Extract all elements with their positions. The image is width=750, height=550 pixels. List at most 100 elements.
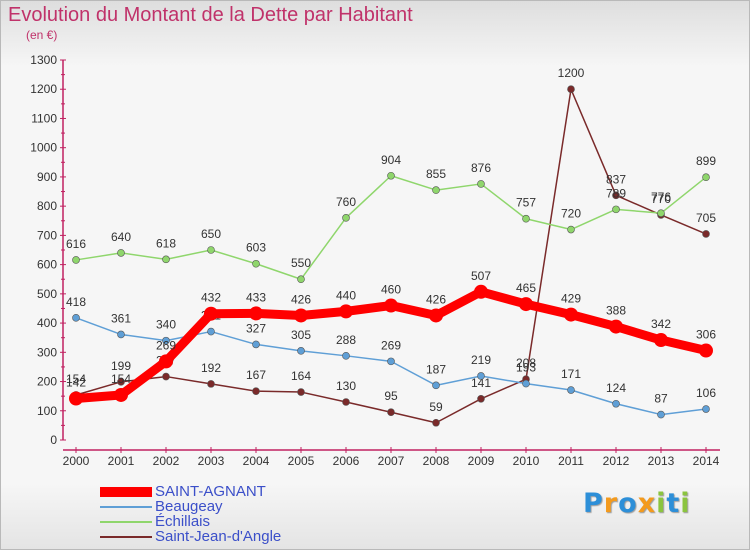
data-label: 603 (246, 241, 266, 255)
y-tick-label: 800 (37, 199, 57, 213)
legend-label: Échillais (155, 513, 211, 530)
x-tick-label: 2014 (693, 454, 720, 468)
data-point (612, 205, 620, 214)
y-tick-label: 200 (37, 375, 57, 389)
data-label: 171 (561, 367, 581, 381)
proxiti-logo: Proxiti (583, 488, 691, 519)
data-label: 618 (156, 236, 176, 250)
data-point (702, 405, 710, 413)
x-tick-label: 2011 (558, 454, 584, 468)
data-label: 388 (606, 304, 626, 318)
data-label: 154 (111, 372, 131, 386)
data-label: 426 (291, 292, 311, 306)
data-point (117, 330, 125, 339)
data-label: 219 (471, 353, 491, 367)
data-point (252, 387, 260, 395)
data-label: 192 (201, 361, 221, 375)
data-point (252, 259, 260, 268)
data-point (432, 418, 440, 427)
data-label: 705 (696, 211, 716, 225)
data-point (699, 343, 713, 358)
data-label: 757 (516, 196, 536, 210)
data-label: 361 (111, 311, 131, 325)
data-point (204, 306, 218, 321)
data-point (207, 380, 215, 388)
data-point (297, 388, 305, 396)
data-label: 507 (471, 269, 491, 283)
series-line (75, 88, 707, 424)
data-point (249, 306, 263, 321)
data-point (117, 378, 125, 386)
data-point (609, 319, 623, 334)
chart-subtitle: (en €) (26, 28, 58, 42)
data-point (162, 255, 170, 264)
x-tick-label: 2003 (198, 454, 225, 468)
data-label: 1200 (558, 66, 585, 80)
data-label: 59 (429, 400, 443, 414)
data-point (207, 246, 215, 254)
y-tick-label: 300 (37, 345, 57, 359)
data-label: 306 (696, 328, 716, 342)
y-tick-label: 1000 (30, 141, 57, 155)
data-label: 269 (381, 338, 401, 352)
data-label: 904 (381, 153, 401, 167)
data-point (114, 387, 128, 402)
data-point (342, 398, 350, 406)
data-label: 193 (516, 361, 536, 375)
data-point (564, 307, 578, 322)
legend-swatch (100, 486, 152, 497)
data-point (252, 340, 260, 349)
legend-swatch (100, 520, 152, 523)
data-point (519, 297, 533, 312)
data-label: 650 (201, 227, 221, 241)
data-point (567, 225, 575, 234)
data-point (339, 304, 353, 319)
chart-title: Evolution du Montant de la Dette par Hab… (8, 4, 413, 26)
data-point (297, 347, 305, 355)
data-point (612, 191, 620, 200)
y-tick-label: 1100 (31, 111, 57, 125)
data-point (159, 354, 173, 369)
data-point (162, 372, 170, 381)
data-label: 187 (426, 362, 446, 376)
data-label: 164 (291, 369, 311, 383)
data-point (387, 171, 395, 180)
data-label: 327 (246, 321, 266, 335)
data-label: 616 (66, 237, 86, 251)
data-label: 95 (384, 389, 398, 403)
x-tick-label: 2013 (648, 454, 675, 468)
data-point (297, 275, 305, 284)
data-label: 342 (651, 317, 671, 331)
data-label: 167 (246, 368, 266, 382)
data-point (294, 308, 308, 323)
y-tick-label: 1300 (30, 53, 57, 67)
data-label: 899 (696, 154, 716, 168)
legend-label: Beaugeay (155, 498, 223, 515)
data-label: 426 (426, 292, 446, 306)
data-point (207, 327, 215, 336)
y-tick-label: 700 (37, 228, 57, 242)
data-point (612, 399, 620, 408)
data-label: 640 (111, 230, 131, 244)
data-point (702, 230, 710, 238)
data-label: 776 (651, 190, 671, 204)
data-label: 876 (471, 161, 491, 175)
data-point (657, 209, 665, 217)
data-label: 154 (66, 372, 86, 386)
data-label: 130 (336, 379, 356, 393)
data-point (429, 308, 443, 323)
data-label: 429 (561, 292, 581, 306)
data-label: 550 (291, 256, 311, 270)
data-label: 440 (336, 288, 356, 302)
data-point (117, 249, 125, 257)
data-label: 208 (516, 356, 536, 370)
y-tick-label: 100 (37, 404, 57, 418)
data-point (432, 186, 440, 194)
data-label: 760 (336, 195, 356, 209)
data-label: 124 (606, 381, 626, 395)
data-label: 305 (291, 328, 311, 342)
y-tick-label: 500 (37, 287, 57, 301)
data-point (567, 85, 575, 94)
